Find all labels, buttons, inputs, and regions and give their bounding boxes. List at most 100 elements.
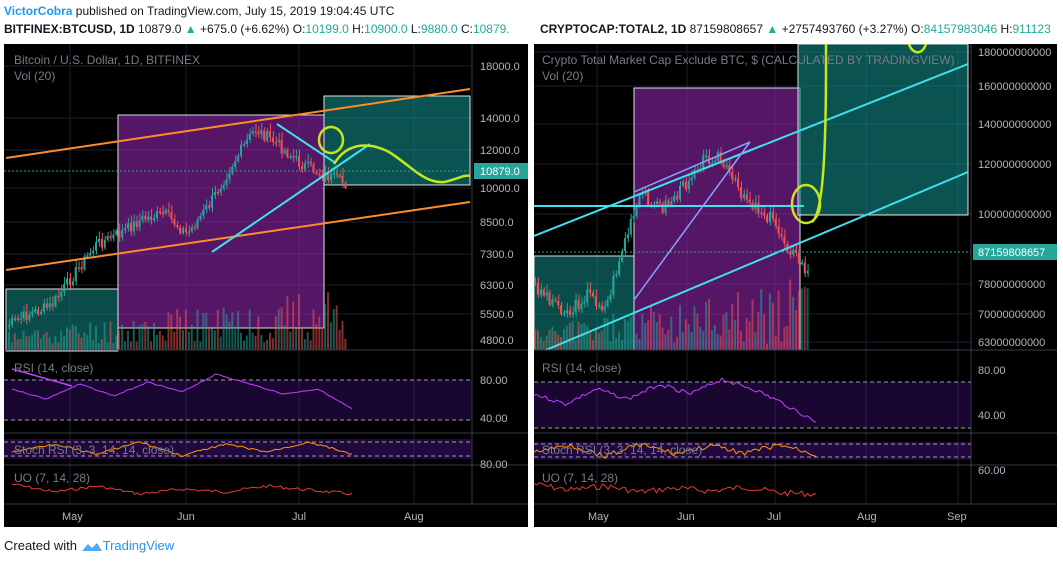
teal-target-box — [797, 43, 969, 216]
candle — [66, 278, 68, 285]
tradingview-link[interactable]: TradingView — [102, 538, 175, 553]
candle — [196, 219, 199, 229]
candle — [335, 173, 338, 176]
volume-bar — [68, 329, 71, 350]
volume-bar — [103, 322, 106, 350]
volume-bar — [228, 321, 231, 350]
rsi-line — [11, 373, 353, 410]
volume-bar — [745, 317, 748, 350]
current-price-text: 87159808657 — [978, 247, 1045, 259]
left-close: 10879. — [472, 22, 510, 36]
lower-trend-line — [5, 201, 471, 271]
candle — [280, 140, 283, 154]
rsi-tick-80: 80.00 — [978, 365, 1006, 377]
candle — [757, 202, 760, 214]
candle — [167, 210, 170, 213]
candle — [60, 291, 63, 297]
volume-bar — [650, 305, 652, 350]
volume-bar — [592, 340, 594, 350]
volume-bar — [155, 334, 158, 350]
candle — [277, 140, 280, 143]
candle — [164, 210, 167, 214]
candle — [48, 303, 51, 308]
total2-chart-canvas[interactable]: 180000000000 160000000000 140000000000 1200… — [533, 43, 1057, 527]
candle — [39, 311, 42, 315]
volume-bar — [751, 299, 754, 350]
volume-bar — [208, 327, 211, 350]
volume-bar — [237, 311, 240, 350]
volume-bar — [303, 339, 306, 350]
candle — [647, 191, 650, 205]
candle — [742, 194, 745, 198]
volume-bar — [797, 290, 800, 350]
volume-bar — [54, 336, 57, 350]
candle — [609, 295, 612, 300]
volume-bar — [13, 333, 16, 350]
total2-chart-panel[interactable]: 180000000000 160000000000 140000000000 1200… — [533, 43, 1057, 527]
volume-bar — [118, 330, 121, 350]
uo-line — [533, 482, 817, 498]
volume-bar — [635, 333, 638, 350]
volume-bar — [780, 341, 783, 350]
volume-bar — [594, 328, 597, 350]
volume-bar — [621, 339, 623, 350]
volume-bar — [25, 335, 28, 350]
up-arrow-icon: ▲ — [184, 22, 197, 36]
stoch-rsi-line — [11, 441, 353, 457]
candle — [641, 193, 644, 196]
candle — [208, 205, 211, 208]
volume-bar — [51, 343, 54, 350]
candle — [219, 188, 222, 193]
right-change: +2757493760 (+3.27%) — [781, 22, 908, 36]
candle — [28, 314, 31, 320]
candle — [83, 256, 86, 270]
volume-bar — [158, 330, 161, 350]
tradingview-logo-icon — [81, 542, 102, 551]
candle — [332, 173, 335, 175]
candle — [63, 284, 66, 292]
chart-title: Crypto Total Market Cap Exclude BTC, $ (… — [542, 53, 955, 67]
right-symbol[interactable]: CRYPTOCAP:TOTAL2, 1D — [540, 22, 687, 36]
candle — [673, 195, 676, 202]
candle — [583, 302, 586, 304]
volume-bar — [115, 335, 118, 350]
volume-bar — [681, 332, 684, 350]
candle — [623, 238, 626, 252]
candle — [539, 289, 542, 295]
volume-bar — [652, 311, 655, 350]
candle — [106, 235, 109, 240]
author-link[interactable]: VictorCobra — [4, 4, 73, 18]
price-tick: 14000.0 — [480, 113, 520, 125]
volume-bar — [705, 301, 708, 350]
candle — [109, 235, 112, 239]
candle — [292, 156, 295, 158]
volume-bar — [803, 286, 806, 350]
volume-bar — [144, 321, 147, 350]
candle — [135, 221, 138, 228]
btc-chart-canvas[interactable]: 18000.0 14000.0 12000.0 10000.0 8500.0 7300.0… — [4, 44, 528, 527]
left-symbol[interactable]: BITFINEX:BTCUSD, 1D — [4, 22, 135, 36]
volume-bar — [199, 341, 202, 350]
candle — [306, 161, 309, 164]
candle — [667, 200, 670, 205]
volume-bar — [589, 331, 592, 350]
volume-bar — [150, 341, 153, 350]
price-candles — [534, 147, 809, 319]
btc-chart-panel[interactable]: 18000.0 14000.0 12000.0 10000.0 8500.0 7300.0… — [4, 44, 528, 527]
volume-bar — [618, 331, 621, 350]
candle — [312, 164, 315, 173]
volume-bar — [684, 319, 687, 350]
chart-title: Bitcoin / U.S. Dollar, 1D, BITFINEX — [14, 53, 200, 67]
volume-bar — [92, 339, 95, 350]
volume-bar — [341, 320, 344, 350]
month-may: May — [62, 511, 83, 523]
volume-bar — [638, 339, 641, 350]
candle — [344, 183, 347, 188]
left-high: 10900.0 — [364, 22, 408, 36]
volume-bar — [242, 340, 245, 350]
candle — [309, 161, 312, 165]
candle — [300, 166, 303, 170]
candle — [42, 303, 45, 312]
candle — [266, 131, 269, 141]
stoch-label: Stoch RSI (3, 3, 14, 14, close) — [542, 443, 702, 457]
